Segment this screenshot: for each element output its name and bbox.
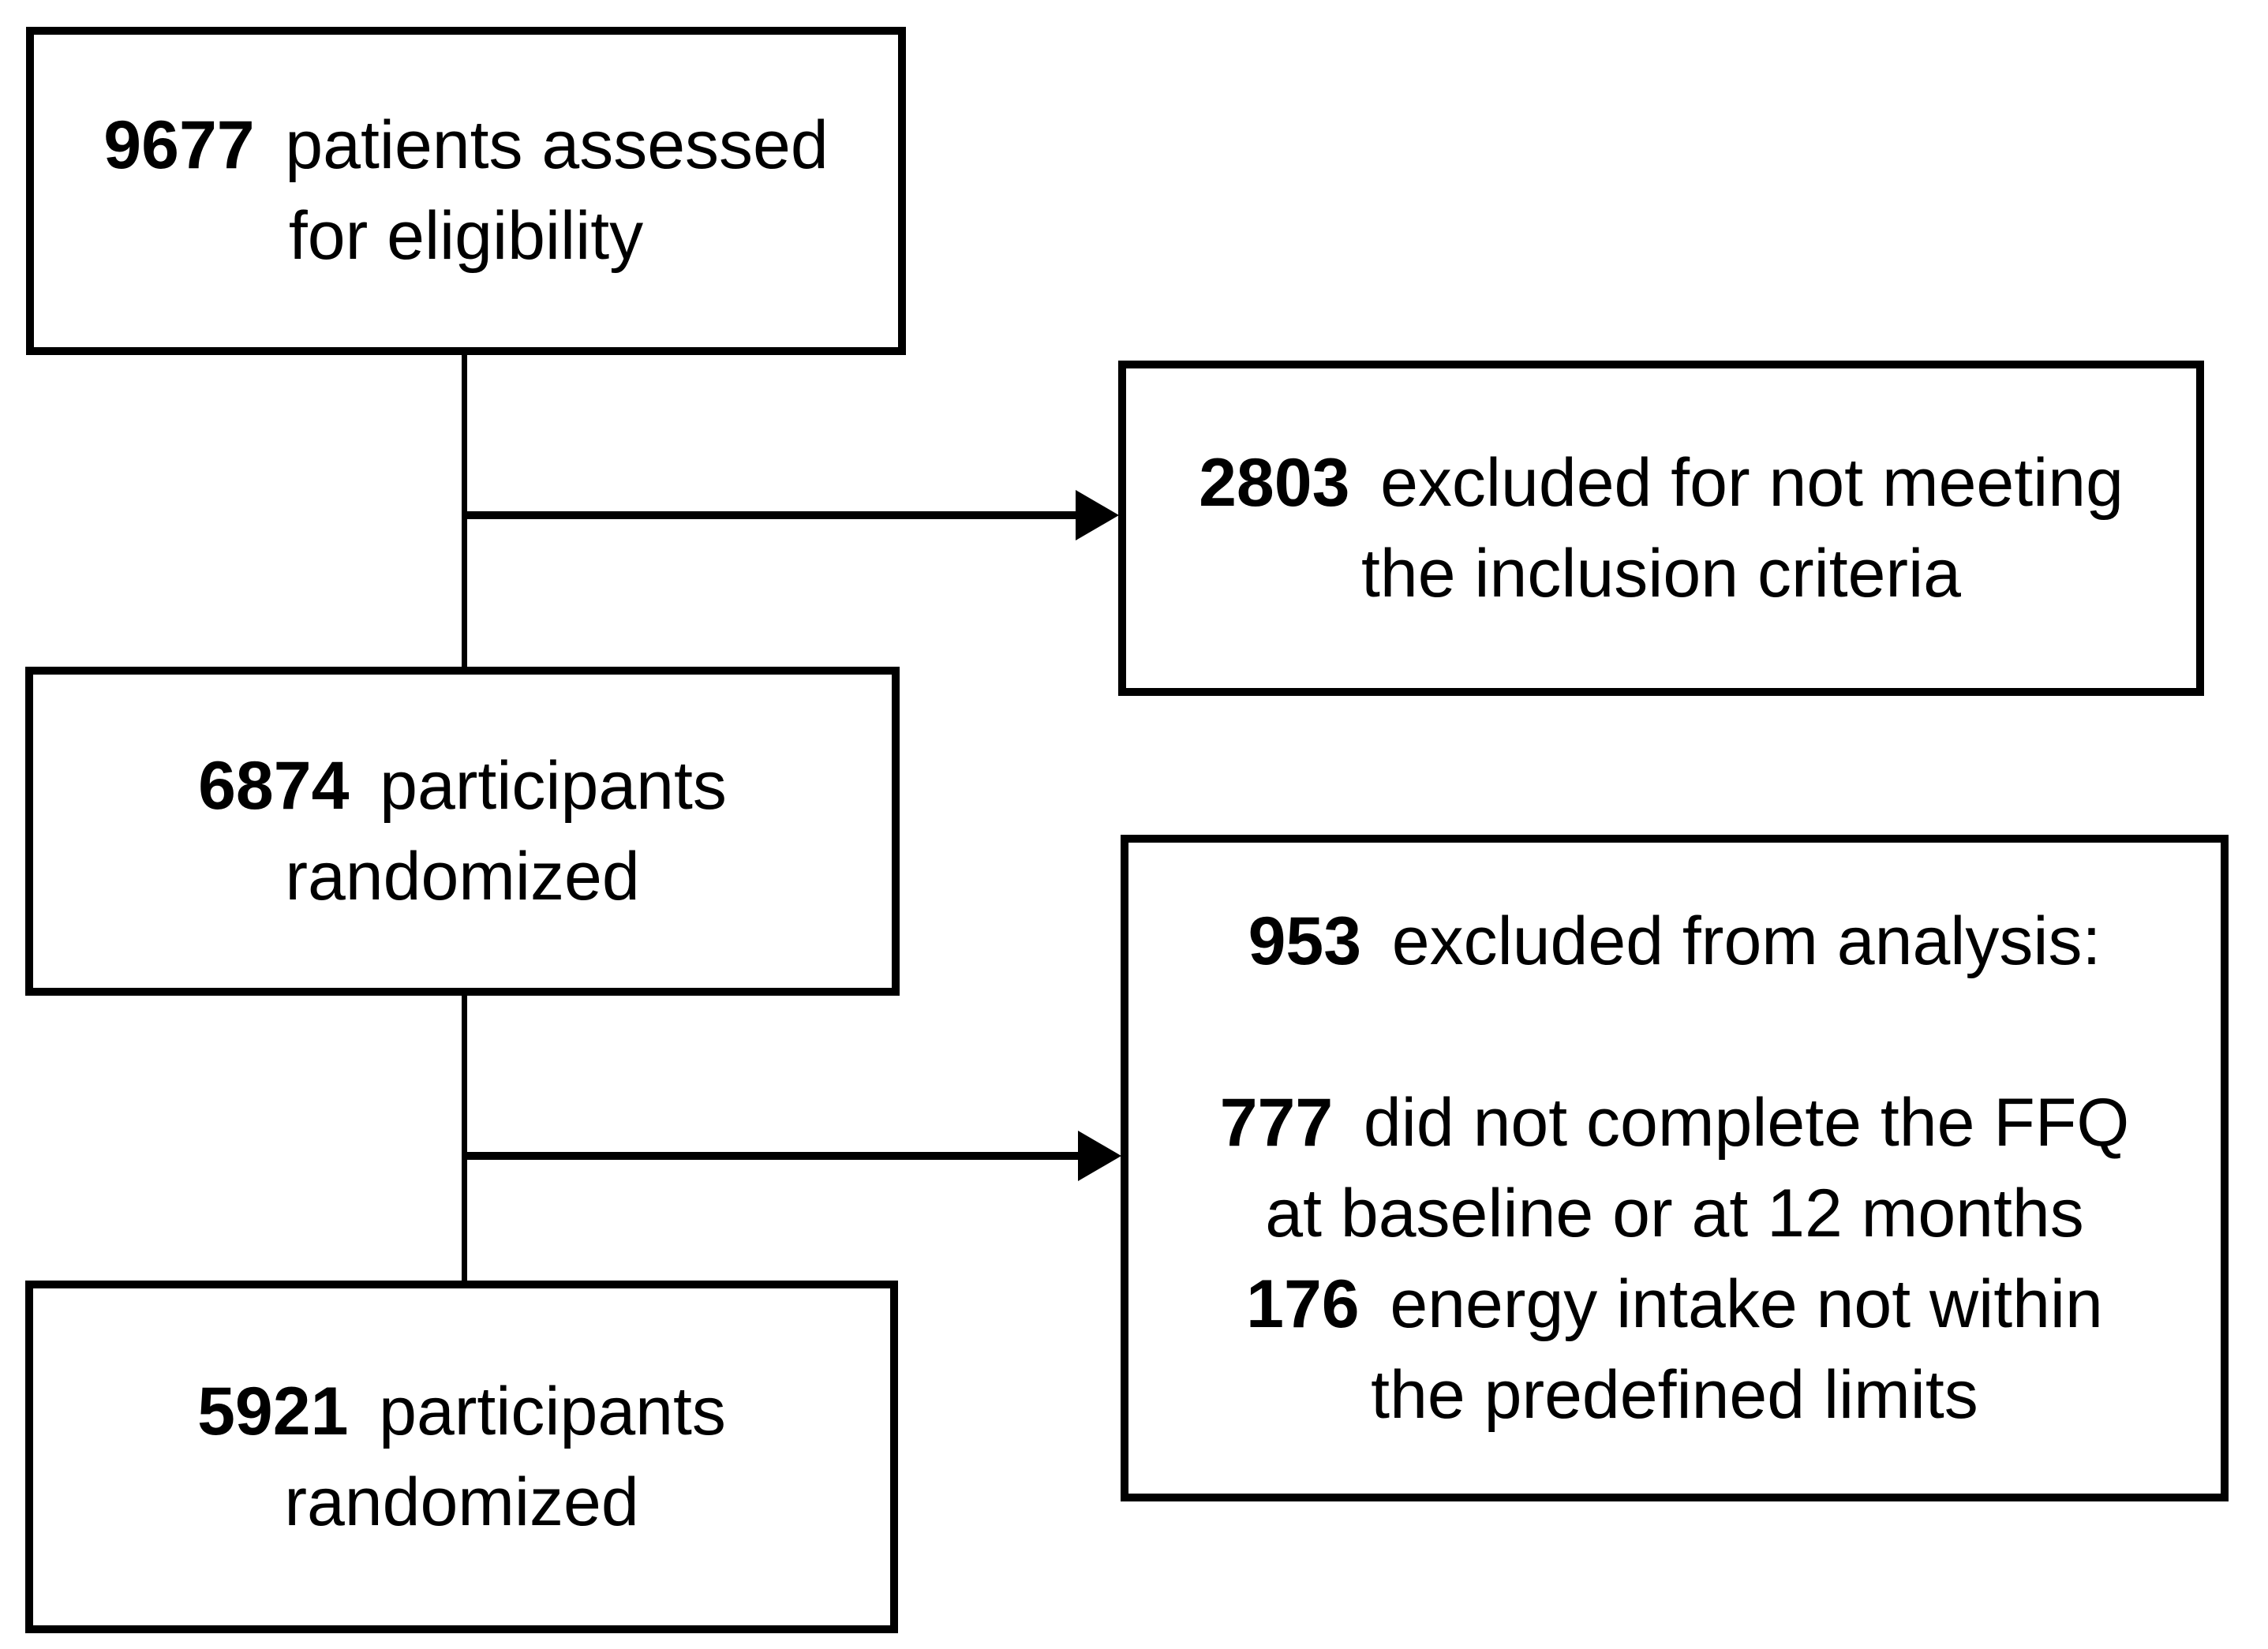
count-label: the inclusion criteria bbox=[1360, 535, 1962, 611]
box-line: the inclusion criteria bbox=[1361, 529, 1961, 619]
box-participants-randomized-5921: 5921 participants randomized bbox=[25, 1281, 898, 1633]
box-excluded-from-analysis: 953 excluded from analysis: 777 did not co… bbox=[1121, 835, 2229, 1501]
box-line: randomized bbox=[285, 832, 639, 922]
connector-vertical-top bbox=[462, 355, 467, 667]
box-patients-assessed: 9677 patients assessed for eligibility bbox=[26, 27, 906, 355]
count-label: for eligibility bbox=[288, 198, 644, 274]
box-excluded-inclusion-criteria: 2803 excluded for not meeting the inclusi… bbox=[1118, 361, 2204, 696]
count-label: patients assessed bbox=[285, 107, 829, 183]
box-line: at baseline or at 12 months bbox=[1265, 1169, 2083, 1259]
box-line: 2803 excluded for not meeting bbox=[1199, 438, 2124, 529]
count-value: 6874 bbox=[198, 747, 350, 824]
arrow-shaft-to-analysis-exclusion-box bbox=[464, 1152, 1081, 1160]
count-label: excluded from analysis: bbox=[1391, 903, 2101, 979]
count-label: randomized bbox=[284, 1464, 639, 1540]
count-value: 2803 bbox=[1199, 444, 1350, 521]
box-line: for eligibility bbox=[289, 191, 643, 282]
arrow-shaft-to-exclusion-box bbox=[464, 511, 1080, 519]
box-line: 6874 participants bbox=[198, 741, 727, 832]
count-label: randomized bbox=[285, 838, 640, 914]
count-label: did not complete the FFQ bbox=[1363, 1084, 2130, 1161]
box-line: 9677 patients assessed bbox=[103, 100, 828, 191]
count-label: participants bbox=[380, 747, 727, 824]
arrowhead-right-icon bbox=[1076, 490, 1119, 540]
count-label: excluded for not meeting bbox=[1380, 444, 2124, 521]
count-label: the predefined limits bbox=[1371, 1356, 1978, 1433]
count-label: energy intake not within bbox=[1390, 1266, 2103, 1342]
box-line: randomized bbox=[284, 1457, 638, 1548]
box-participants-randomized-6874: 6874 participants randomized bbox=[25, 667, 900, 996]
count-label: at baseline or at 12 months bbox=[1265, 1175, 2084, 1251]
connector-vertical-bottom bbox=[462, 996, 467, 1281]
box-line: 5921 participants bbox=[197, 1367, 726, 1457]
box-line: 176 energy intake not within bbox=[1246, 1259, 2103, 1350]
count-label: participants bbox=[379, 1373, 726, 1449]
box-line: 777 did not complete the FFQ bbox=[1220, 1078, 2130, 1169]
count-value: 953 bbox=[1248, 903, 1362, 979]
box-line: the predefined limits bbox=[1371, 1350, 1978, 1441]
count-value: 5921 bbox=[197, 1373, 349, 1449]
count-value: 176 bbox=[1246, 1266, 1360, 1342]
arrowhead-right-icon bbox=[1078, 1131, 1121, 1181]
count-value: 777 bbox=[1219, 1084, 1334, 1161]
count-value: 9677 bbox=[103, 107, 255, 183]
box-line: 953 excluded from analysis: bbox=[1248, 896, 2101, 987]
